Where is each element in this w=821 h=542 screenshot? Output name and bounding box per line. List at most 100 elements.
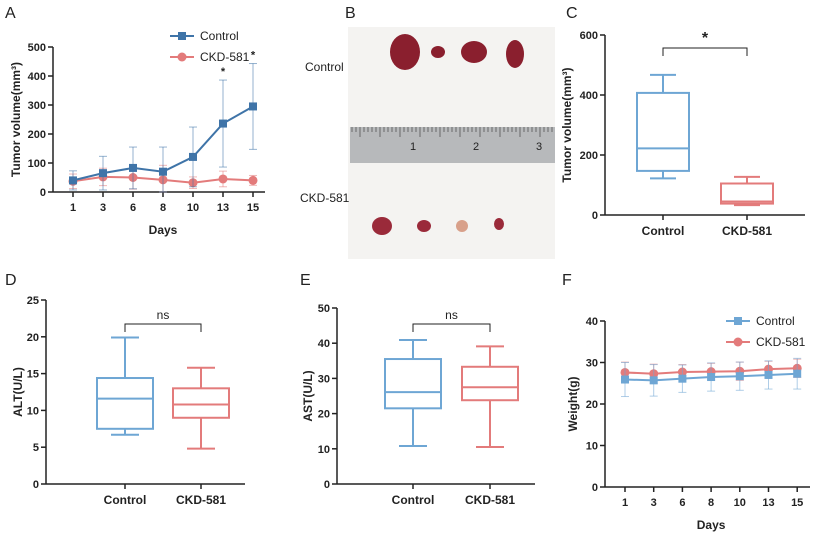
x-tick-label: 13 (217, 202, 229, 214)
tumor-ckd (456, 220, 468, 232)
x-tick-label: CKD-581 (722, 224, 772, 238)
y-tick-label: 0 (592, 482, 598, 494)
ruler-number: 2 (473, 141, 479, 153)
y-tick-label: 0 (40, 187, 46, 199)
legend-marker-circle (733, 337, 743, 347)
ruler-number: 3 (536, 141, 542, 153)
data-point-square (249, 102, 257, 111)
data-point-square (678, 374, 687, 383)
data-point-circle (218, 174, 228, 184)
legend-label: CKD-581 (200, 50, 250, 64)
x-tick-label: 1 (622, 497, 628, 509)
y-axis-label: ALT(U/L) (11, 367, 25, 417)
y-tick-label: 300 (28, 100, 46, 112)
y-axis-label: Tumor volume(mm³) (9, 62, 23, 177)
panel-label: A (5, 5, 16, 22)
y-tick-label: 10 (318, 444, 330, 456)
y-tick-label: 30 (586, 358, 598, 370)
x-tick-label: Control (104, 493, 147, 507)
y-tick-label: 200 (28, 129, 46, 141)
tumor-photo: 1 2 3 (348, 27, 555, 259)
panel-label: B (345, 5, 356, 22)
y-tick-label: 200 (580, 150, 598, 162)
panel-c-chart: 0 200 400 600 Control CKD-581 * Tumor volume(mm… (560, 30, 805, 238)
photo-row-label: Control (305, 60, 344, 74)
legend-label: Control (756, 314, 795, 328)
ruler (350, 127, 555, 163)
y-tick-label: 0 (592, 210, 598, 222)
y-tick-label: 40 (586, 316, 598, 328)
x-axis-label: Days (697, 518, 726, 532)
significance-star: * (251, 50, 256, 62)
data-point-circle (248, 175, 258, 185)
panel-label: C (566, 5, 578, 22)
y-tick-label: 40 (318, 338, 330, 350)
panel-label: D (5, 272, 17, 289)
y-tick-label: 0 (324, 479, 330, 491)
y-tick-label: 5 (33, 442, 39, 454)
significance-star: * (221, 66, 226, 78)
x-tick-label: 13 (762, 497, 774, 509)
y-tick-label: 20 (27, 332, 39, 344)
x-tick-label: 8 (708, 497, 714, 509)
data-point-square (69, 176, 77, 185)
x-tick-label: 10 (187, 202, 199, 214)
x-axis-label: Days (149, 223, 178, 237)
data-point-square (735, 372, 744, 381)
x-tick-label: 10 (734, 497, 746, 509)
data-point-square (129, 163, 137, 172)
data-point-square (189, 152, 197, 161)
photo-row-label: CKD-581 (300, 191, 350, 205)
y-tick-label: 500 (28, 42, 46, 54)
y-axis-label: AST(U/L) (301, 370, 315, 421)
y-tick-label: 400 (28, 71, 46, 83)
y-tick-label: 0 (33, 479, 39, 491)
y-tick-label: 400 (580, 90, 598, 102)
y-axis-label: Tumor volume(mm³) (560, 67, 574, 182)
significance-label: ns (157, 308, 170, 322)
x-tick-label: 6 (679, 497, 685, 509)
significance-label: * (702, 30, 709, 47)
tumor-ckd (372, 217, 392, 235)
legend-marker-circle (177, 52, 187, 62)
y-axis-label: Weight(g) (566, 376, 580, 431)
panel-label: E (300, 272, 311, 289)
x-tick-label: CKD-581 (176, 493, 226, 507)
tumor-ckd (494, 218, 504, 230)
panel-d-chart: 0 5 10 15 20 25 Control CKD-581 ns ALT(U/L) (11, 295, 245, 507)
data-point-square (764, 370, 773, 379)
y-tick-label: 600 (580, 30, 598, 42)
tumor-ckd (417, 220, 431, 232)
legend-marker-square (734, 317, 742, 325)
box (636, 91, 690, 172)
box (96, 377, 154, 430)
data-point-square (99, 169, 107, 178)
data-point-square (707, 373, 716, 382)
panel-e-chart: 0 10 20 30 40 50 Control CKD-581 ns AST(U/L) (301, 303, 535, 507)
y-tick-label: 20 (586, 399, 598, 411)
x-tick-label: 8 (160, 202, 166, 214)
x-tick-label: 1 (70, 202, 76, 214)
y-tick-label: 100 (28, 158, 46, 170)
significance-bracket (412, 323, 491, 332)
x-tick-label: Control (642, 224, 685, 238)
box (461, 365, 519, 402)
legend-label: Control (200, 29, 239, 43)
legend-label: CKD-581 (756, 335, 806, 349)
significance-label: ns (445, 308, 458, 322)
y-tick-label: 15 (27, 369, 39, 381)
data-point-square (621, 375, 629, 384)
y-tick-label: 30 (318, 373, 330, 385)
y-tick-label: 10 (27, 405, 39, 417)
y-tick-label: 20 (318, 409, 330, 421)
x-tick-label: 15 (247, 202, 259, 214)
ruler-number: 1 (410, 141, 416, 153)
panel-label: F (562, 272, 572, 289)
tumor-control (506, 40, 524, 68)
data-point-square (219, 119, 227, 128)
box (172, 387, 230, 419)
box (720, 182, 774, 205)
